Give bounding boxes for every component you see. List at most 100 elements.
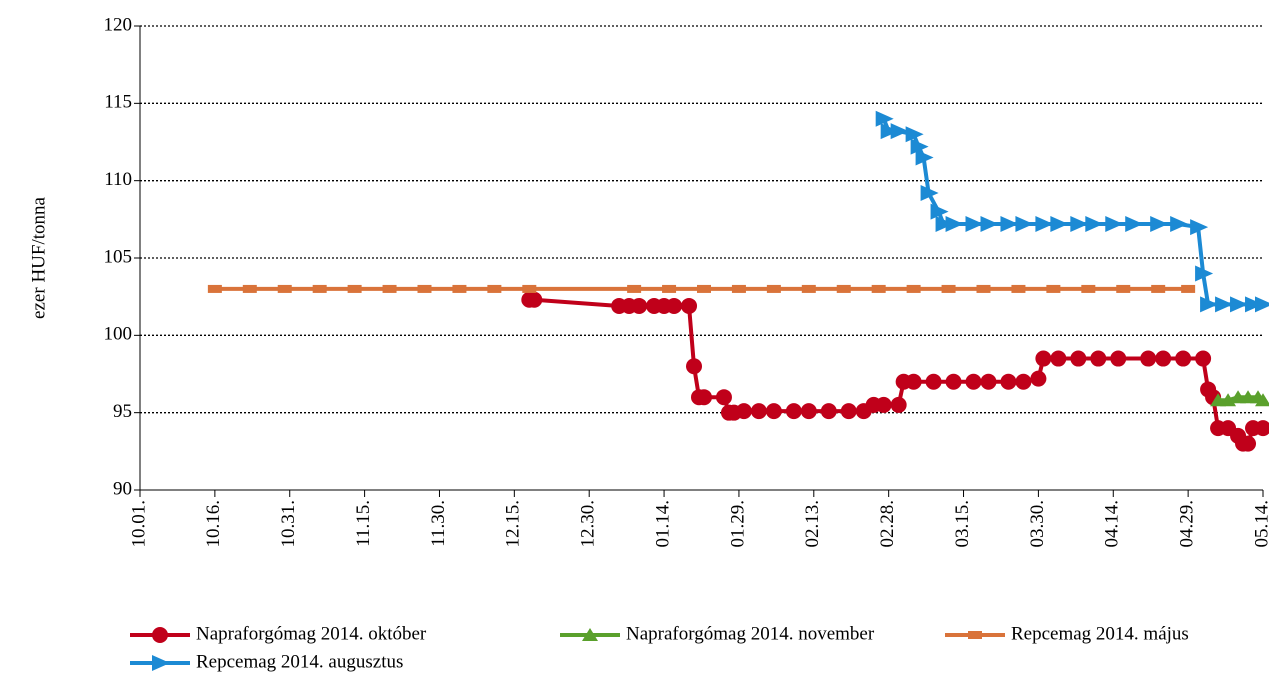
marker [890,123,909,140]
marker [915,149,934,166]
marker [800,403,817,420]
marker [735,403,752,420]
marker [417,284,432,293]
series-line [529,297,1263,446]
marker [207,284,222,293]
x-tick-label: 11.15. [353,500,374,547]
marker [1175,350,1192,367]
series [207,284,1196,293]
x-tick-label: 11.30. [428,500,449,547]
marker [1245,296,1264,313]
y-tick-label: 120 [104,14,133,35]
x-tick-label: 02.13. [802,500,823,548]
y-tick-label: 90 [113,478,132,499]
marker [836,284,851,293]
marker [1255,296,1269,313]
marker [925,373,942,390]
y-tick-label: 95 [113,401,132,422]
x-tick-label: 12.30. [578,500,599,548]
legend-label: Repcemag 2014. május [1011,623,1189,644]
marker [1050,350,1067,367]
marker [801,284,816,293]
marker [875,396,892,413]
legend-label: Napraforgómag 2014. október [196,623,427,644]
marker [731,284,746,293]
y-tick-label: 105 [104,246,133,267]
marker [695,389,712,406]
marker [945,215,964,232]
marker [1110,350,1127,367]
marker [662,284,677,293]
series [521,291,1269,452]
marker [871,284,886,293]
marker [1000,373,1017,390]
x-tick-label: 03.15. [952,500,973,548]
marker [1200,296,1219,313]
marker [1116,284,1131,293]
marker [820,403,837,420]
marker [1081,284,1096,293]
marker [840,403,857,420]
x-tick-label: 03.30. [1027,500,1048,548]
marker [347,284,362,293]
marker [976,284,991,293]
marker [1255,393,1269,407]
marker [1195,350,1212,367]
marker [487,284,502,293]
marker [1030,370,1047,387]
marker [277,284,292,293]
marker [1155,350,1172,367]
marker [1000,215,1019,232]
marker [980,215,999,232]
y-axis-label: ezer HUF/tonna [28,197,49,319]
marker [1035,215,1054,232]
marker [920,185,939,202]
x-tick-label: 12.15. [503,500,524,548]
marker [1215,296,1234,313]
marker [1035,350,1052,367]
marker [906,284,921,293]
x-tick-label: 10.16. [203,500,224,548]
series [875,110,1269,313]
marker [1090,350,1107,367]
marker [1046,284,1061,293]
y-tick-label: 100 [104,324,133,345]
marker [980,373,997,390]
x-tick-label: 10.31. [278,500,299,548]
marker [945,373,962,390]
marker [905,373,922,390]
legend-label: Repcemag 2014. augusztus [196,651,403,672]
legend-label: Napraforgómag 2014. november [626,623,875,644]
marker [890,396,907,413]
marker [1011,284,1026,293]
x-tick-label: 05.14. [1251,500,1269,548]
marker [930,203,949,220]
marker [1195,265,1214,282]
marker [631,297,648,314]
marker [666,297,683,314]
marker [1085,215,1104,232]
marker [382,284,397,293]
marker [880,123,899,140]
marker [1151,284,1166,293]
marker [910,138,929,155]
marker [312,284,327,293]
marker [1070,350,1087,367]
marker [1050,215,1069,232]
marker [152,627,168,643]
marker [1015,373,1032,390]
marker [1190,219,1209,236]
marker [1230,296,1249,313]
marker [242,284,257,293]
marker [686,358,703,375]
marker [965,215,984,232]
marker [905,126,924,143]
marker [935,215,954,232]
x-tick-label: 04.29. [1176,500,1197,548]
marker [582,628,598,641]
marker [715,389,732,406]
x-tick-label: 10.01. [128,500,149,548]
marker [1170,215,1189,232]
marker [875,110,894,127]
